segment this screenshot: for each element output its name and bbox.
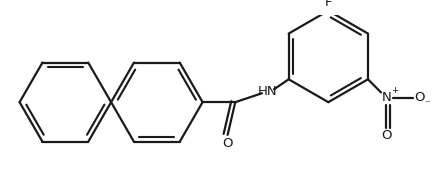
Text: O: O — [222, 136, 233, 150]
Text: O: O — [414, 91, 424, 104]
Text: N: N — [381, 91, 391, 104]
Text: HN: HN — [258, 85, 278, 98]
Text: +: + — [391, 86, 398, 95]
Text: F: F — [325, 0, 332, 9]
Text: ⁻: ⁻ — [424, 99, 430, 109]
Text: O: O — [381, 129, 392, 142]
